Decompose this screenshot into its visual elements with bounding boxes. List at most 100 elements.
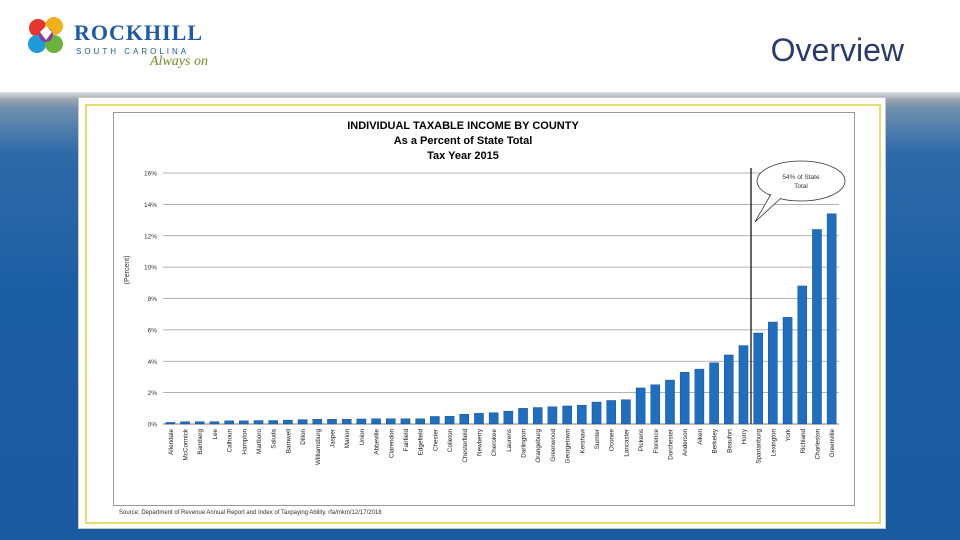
x-tick-label: Georgetown — [565, 429, 572, 464]
y-tick-label: 12% — [144, 233, 157, 240]
bar-cherokee — [488, 412, 499, 425]
logo-tagline: Always on — [150, 54, 208, 69]
y-tick-label: 4% — [148, 359, 158, 366]
bar-kershaw — [577, 404, 587, 425]
x-tick-label: Darlington — [521, 429, 528, 458]
bar-spartanburg — [753, 332, 763, 425]
x-tick-label: Union — [359, 429, 366, 446]
y-tick-label: 6% — [148, 327, 158, 334]
annotation-bubble — [756, 160, 846, 202]
x-tick-label: Dillon — [300, 429, 307, 445]
bar-greenville — [826, 213, 837, 425]
x-tick-label: Dorchester — [668, 429, 675, 460]
x-tick-label: McCormick — [183, 428, 190, 460]
chart-tax-year: Tax Year 2015 — [427, 150, 499, 162]
x-tick-label: Anderson — [682, 429, 689, 456]
chart-frame — [113, 112, 855, 506]
x-tick-label: Chester — [432, 429, 439, 451]
bar-aiken — [694, 368, 705, 425]
x-tick-label: Beaufort — [726, 429, 733, 453]
bar-fairfield — [400, 418, 411, 425]
x-tick-label: Edgefield — [418, 429, 425, 456]
bar-horry — [738, 345, 749, 425]
chart-title: INDIVIDUAL TAXABLE INCOME BY COUNTY — [347, 120, 579, 132]
bar-oconee — [606, 400, 616, 425]
x-tick-label: Kershaw — [579, 429, 586, 454]
x-tick-label: Barnwell — [285, 429, 292, 453]
bar-barnwell — [283, 419, 293, 425]
logo-wordmark: ROCKHILL — [74, 20, 204, 45]
x-tick-label: Laurens — [506, 429, 513, 452]
y-tick-label: 10% — [144, 265, 157, 272]
bar-clarendon — [386, 418, 396, 425]
x-tick-label: Abbeville — [374, 429, 381, 455]
bar-greenwood — [547, 406, 558, 425]
x-tick-label: Charleston — [814, 429, 821, 460]
bar-georgetown — [562, 405, 572, 425]
bar-abbeville — [371, 418, 381, 425]
rock-hill-logo: ROCKHILL SOUTH CAROLINA Always on — [24, 14, 244, 74]
x-tick-label: Colleton — [447, 429, 454, 453]
y-tick-label: 2% — [148, 390, 158, 397]
bar-marion — [341, 419, 352, 425]
bar-calhoun — [224, 420, 234, 425]
bar-lee — [209, 421, 220, 425]
x-tick-label: Richland — [800, 429, 807, 454]
y-tick-label: 8% — [148, 296, 158, 303]
x-tick-label: Calhoun — [227, 429, 234, 453]
x-tick-label: York — [785, 428, 792, 441]
chart-card: INDIVIDUAL TAXABLE INCOME BY COUNTY As a… — [78, 97, 886, 529]
bar-berkeley — [709, 362, 719, 425]
page-title: Overview — [770, 32, 904, 68]
y-axis-label: (Percent) — [124, 256, 131, 285]
bar-richland — [797, 285, 808, 425]
bar-pickens — [635, 387, 646, 425]
bar-chester — [430, 416, 440, 425]
x-tick-label: Hampton — [241, 429, 248, 455]
bar-york — [782, 317, 793, 425]
bar-laurens — [503, 410, 514, 425]
logo-state: SOUTH CAROLINA — [76, 47, 190, 56]
x-tick-label: Florence — [653, 429, 660, 454]
bar-newberry — [474, 413, 484, 425]
x-tick-label: Horry — [741, 428, 748, 444]
bar-marlboro — [253, 420, 264, 425]
x-tick-label: Saluda — [271, 429, 278, 449]
bar-union — [356, 418, 367, 425]
bar-charleston — [812, 229, 822, 425]
logo-emblem-icon — [28, 17, 63, 53]
bar-dorchester — [665, 379, 675, 425]
x-tick-label: Lexington — [770, 429, 777, 457]
bar-bamberg — [194, 421, 205, 425]
bar-chesterfield — [459, 414, 470, 425]
y-tick-label: 0% — [148, 422, 158, 429]
bar-lancaster — [621, 399, 631, 425]
bar-colleton — [444, 415, 455, 425]
chart-subtitle: As a Percent of State Total — [394, 135, 533, 147]
income-by-county-chart: INDIVIDUAL TAXABLE INCOME BY COUNTY As a… — [119, 120, 846, 516]
x-tick-label: Greenville — [829, 429, 836, 458]
bar-orangeburg — [532, 407, 543, 425]
x-tick-label: Clarendon — [388, 429, 395, 459]
bar-anderson — [679, 372, 690, 425]
x-tick-label: Lee — [212, 429, 219, 440]
x-tick-label: Greenwood — [550, 429, 557, 462]
x-tick-label: Marion — [344, 429, 351, 449]
bar-dillon — [297, 419, 308, 425]
x-tick-label: Berkeley — [712, 428, 719, 453]
bar-allendale — [165, 422, 176, 425]
chart-source-note: Source: Department of Revenue Annual Rep… — [119, 510, 382, 516]
x-tick-label: Marlboro — [256, 429, 263, 454]
bar-edgefield — [415, 418, 425, 425]
bar-mccormick — [180, 421, 190, 425]
x-tick-label: Bamberg — [197, 429, 204, 455]
x-tick-label: Jasper — [330, 429, 337, 448]
bar-williamsburg — [312, 419, 323, 425]
x-tick-label: Chesterfield — [462, 429, 469, 463]
bar-sumter — [591, 401, 602, 425]
x-tick-label: Cherokee — [491, 429, 498, 457]
x-tick-label: Spartanburg — [756, 429, 763, 464]
slide-header: ROCKHILL SOUTH CAROLINA Always on Overvi… — [0, 0, 960, 92]
x-tick-label: Oconee — [609, 429, 616, 452]
x-tick-label: Pickens — [638, 429, 645, 451]
